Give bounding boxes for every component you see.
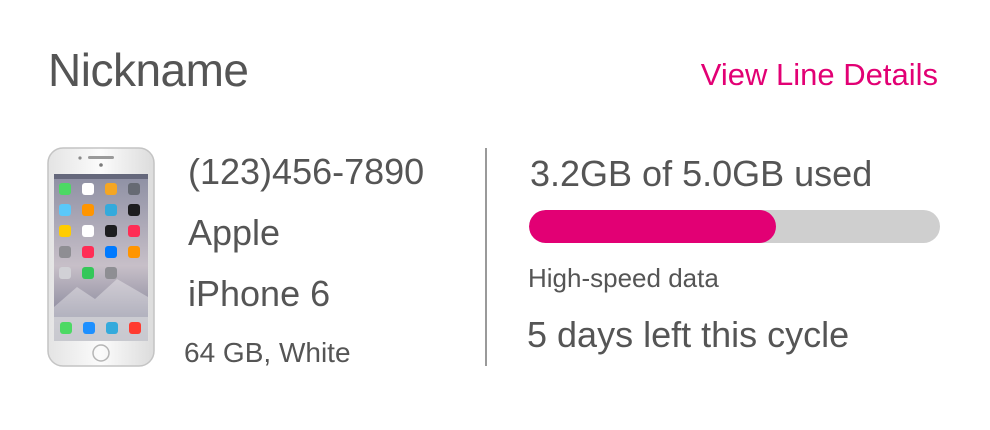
usage-progress-bar bbox=[529, 210, 940, 243]
view-line-details-link[interactable]: View Line Details bbox=[700, 57, 938, 92]
device-spec: 64 GB, White bbox=[184, 337, 351, 368]
device-make: Apple bbox=[188, 212, 281, 253]
cycle-remaining-text: 5 days left this cycle bbox=[527, 314, 850, 355]
section-divider bbox=[485, 148, 487, 366]
device-model: iPhone 6 bbox=[188, 273, 331, 314]
usage-summary: 3.2GB of 5.0GB used bbox=[530, 153, 873, 194]
usage-progress-fill bbox=[529, 210, 776, 243]
iphone-device-icon bbox=[47, 147, 155, 367]
phone-number: (123)456-7890 bbox=[188, 151, 425, 192]
high-speed-data-label: High-speed data bbox=[528, 263, 719, 293]
page-title: Nickname bbox=[48, 44, 249, 96]
